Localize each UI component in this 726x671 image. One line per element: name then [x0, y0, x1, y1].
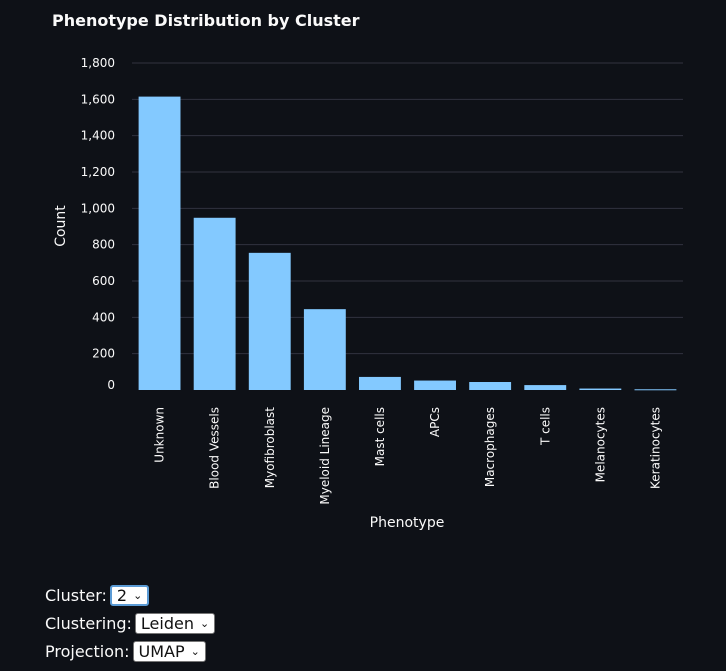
x-axis-label: Phenotype: [370, 515, 445, 531]
chevron-down-icon: ⌄: [199, 616, 210, 630]
projection-select[interactable]: UMAP ⌄: [132, 640, 206, 662]
chevron-down-icon: ⌄: [133, 588, 143, 602]
chart-controls: Cluster: 2 ⌄ Clustering: Leiden ⌄ Projec…: [45, 581, 216, 665]
clustering-value: Leiden: [140, 613, 194, 633]
bar: [469, 382, 512, 390]
cluster-value: 2: [116, 585, 128, 605]
y-tick-label: 1,000: [81, 201, 115, 215]
y-tick-label: 1,400: [81, 129, 115, 143]
chart-title: Phenotype Distribution by Cluster: [52, 11, 360, 30]
projection-value: UMAP: [138, 641, 185, 661]
y-tick-label: 400: [92, 310, 115, 324]
bar: [303, 309, 346, 390]
bar: [634, 389, 677, 391]
y-tick-label: 600: [92, 274, 115, 288]
bar: [524, 385, 567, 390]
x-axis-tick-labels: Unknown Blood Vessels Myofibroblast Myeloid…: [153, 407, 663, 505]
x-tick-label: Keratinocytes: [648, 407, 662, 489]
x-tick-label: Macrophages: [483, 407, 497, 487]
y-tick-label: 1,200: [81, 165, 115, 179]
chevron-down-icon: ⌄: [190, 644, 200, 658]
cluster-control: Cluster: 2 ⌄: [45, 581, 215, 609]
clustering-select[interactable]: Leiden ⌄: [134, 612, 216, 634]
y-tick-label: 1,800: [81, 56, 115, 70]
projection-control: Projection: UMAP ⌄: [45, 637, 215, 665]
phenotype-bar-chart: Phenotype Distribution by Cluster 0 200 40…: [52, 11, 683, 531]
x-tick-label: T cells: [538, 407, 552, 446]
projection-label: Projection:: [45, 641, 130, 661]
x-tick-label: Melanocytes: [593, 407, 607, 482]
x-tick-label: Myofibroblast: [263, 407, 277, 489]
bar: [138, 96, 181, 390]
bar: [414, 380, 456, 390]
bar: [193, 217, 236, 390]
cluster-select[interactable]: 2 ⌄: [109, 584, 150, 606]
bars: [138, 96, 677, 391]
x-tick-label: Myeloid Lineage: [318, 407, 332, 505]
y-axis-label: Count: [53, 205, 69, 247]
y-tick-label: 200: [92, 347, 115, 361]
x-tick-label: Mast cells: [373, 407, 387, 466]
y-tick-label: 800: [92, 238, 115, 252]
clustering-label: Clustering:: [45, 613, 132, 633]
x-tick-label: Unknown: [153, 407, 167, 463]
clustering-control: Clustering: Leiden ⌄: [45, 609, 216, 637]
y-axis-tick-labels: 0 200 400 600 800 1,000 1,200 1,400 1,600 1,800: [81, 56, 115, 392]
bar: [248, 252, 291, 390]
x-tick-label: Blood Vessels: [208, 407, 222, 489]
bar: [359, 376, 401, 390]
bar: [579, 388, 622, 390]
cluster-label: Cluster:: [45, 585, 107, 605]
y-tick-label: 0: [107, 378, 115, 392]
y-tick-label: 1,600: [81, 92, 115, 106]
x-tick-label: APCs: [428, 407, 442, 437]
